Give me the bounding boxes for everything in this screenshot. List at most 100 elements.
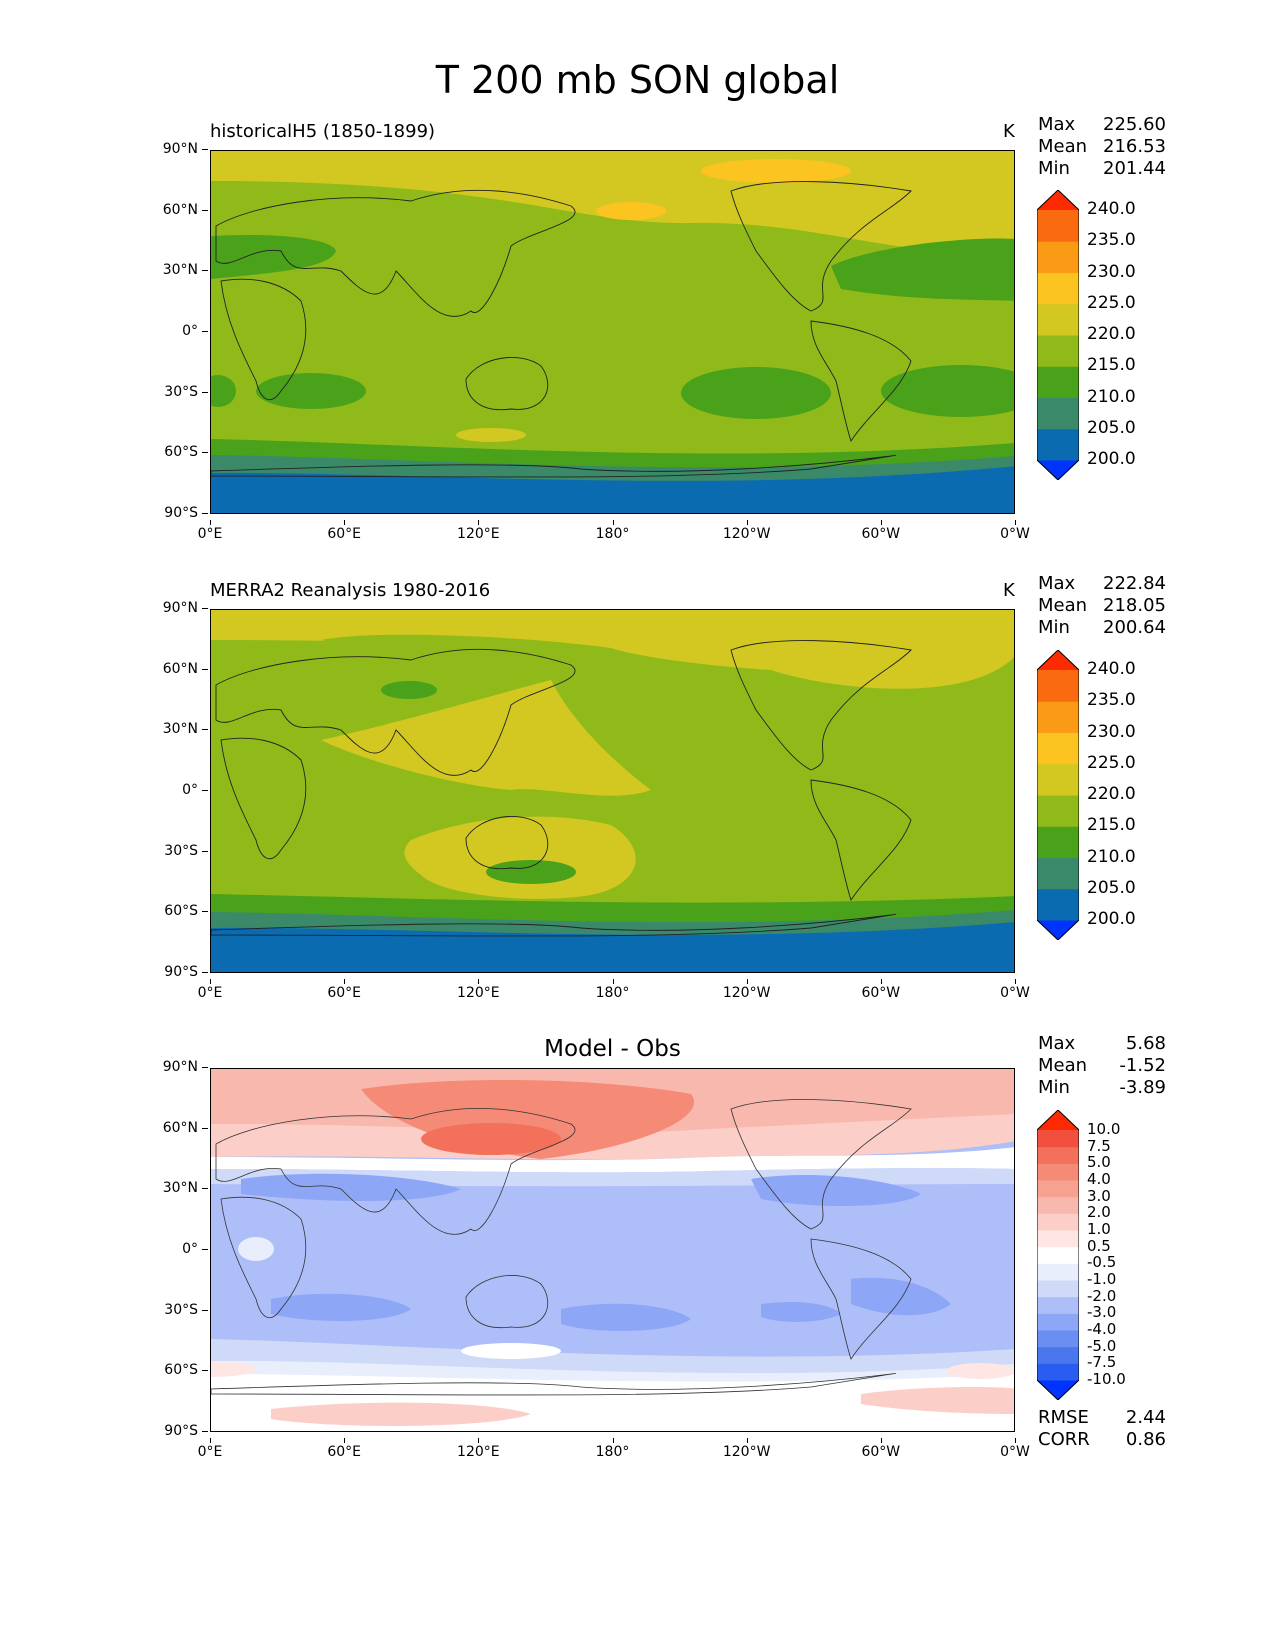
- colorbar-segment: [1037, 701, 1079, 733]
- stat-max-label: Max: [1038, 573, 1076, 594]
- colorbar-segment: [1037, 1313, 1079, 1331]
- lon-tick-label: 60°W: [846, 979, 916, 1001]
- lat-tick-label: 30°S: [138, 384, 208, 400]
- lat-tick-label: 90°N: [138, 600, 208, 616]
- colorbar-tick-label: 4.0: [1087, 1170, 1111, 1188]
- colorbar-tick-label: 5.0: [1087, 1153, 1111, 1172]
- colorbar-segment: [1037, 1163, 1079, 1181]
- lon-tick-label: 120°E: [443, 520, 513, 542]
- colorbar-tick-label: 7.5: [1087, 1136, 1111, 1155]
- lat-tick-label: 60°N: [138, 661, 208, 677]
- colorbar-segment: [1037, 210, 1079, 242]
- lon-tick-label: 0°W: [980, 520, 1050, 542]
- panel-2-title: MERRA2 Reanalysis 1980-2016: [210, 580, 491, 601]
- colorbar-2: [1037, 650, 1079, 940]
- colorbar-segment: [1037, 732, 1079, 765]
- colorbar-extend-high: [1037, 650, 1079, 670]
- colorbar-tick-label: 210.0: [1087, 846, 1136, 867]
- lon-tick-label: 180°: [578, 979, 648, 1001]
- lon-tick-label: 0°E: [175, 979, 245, 1001]
- colorbar-tick-label: 1.0: [1087, 1220, 1111, 1238]
- lon-tick-label: 0°W: [980, 1438, 1050, 1460]
- colorbar-tick-label: -7.5: [1087, 1353, 1117, 1372]
- colorbar-segment: [1037, 1363, 1079, 1381]
- stat-min-value: 200.64: [1103, 617, 1166, 638]
- stat-mean-label: Mean: [1038, 595, 1088, 616]
- colorbar-3: [1037, 1110, 1079, 1400]
- panel-3-metrics: RMSE 2.44 CORR 0.86: [1038, 1407, 1166, 1451]
- colorbar-tick-label: -5.0: [1087, 1336, 1117, 1355]
- lon-tick-label: 120°W: [712, 1438, 782, 1460]
- lon-tick-label: 60°E: [309, 1438, 379, 1460]
- stat-min-value: -3.89: [1119, 1077, 1166, 1098]
- colorbar-tick-label: 240.0: [1087, 659, 1136, 679]
- colorbar-tick-label: -1.0: [1087, 1270, 1117, 1288]
- colorbar-segment: [1037, 1130, 1079, 1148]
- lon-tick-label: 0°W: [980, 979, 1050, 1001]
- lon-tick-label: 0°E: [175, 1438, 245, 1460]
- colorbar-tick-label: -0.5: [1087, 1253, 1117, 1272]
- colorbar-segment: [1037, 1230, 1079, 1248]
- colorbar-segment: [1037, 1263, 1079, 1281]
- colorbar-tick-label: 215.0: [1087, 815, 1136, 836]
- colorbar-extend-low: [1037, 920, 1079, 940]
- panel-1-unit: K: [1003, 121, 1015, 142]
- figure-title: T 200 mb SON global: [435, 58, 840, 102]
- colorbar-segment: [1037, 826, 1079, 858]
- panel-2-unit: K: [1003, 580, 1015, 601]
- lon-tick-label: 60°E: [309, 520, 379, 542]
- colorbar-tick-label: 215.0: [1087, 355, 1136, 376]
- colorbar-segment: [1037, 335, 1079, 367]
- lat-tick-label: 0°: [138, 782, 208, 798]
- colorbar-segment: [1037, 397, 1079, 430]
- stat-max-value: 222.84: [1103, 573, 1166, 594]
- colorbar-segment: [1037, 303, 1079, 336]
- lat-tick-label: 60°N: [138, 1120, 208, 1136]
- lat-tick-label: 30°N: [138, 721, 208, 737]
- panel-1-title: historicalH5 (1850-1899): [210, 121, 436, 142]
- colorbar-segment: [1037, 888, 1079, 921]
- colorbar-segment: [1037, 1280, 1079, 1298]
- colorbar-tick-label: 235.0: [1087, 690, 1136, 711]
- lat-tick-label: 30°N: [138, 1180, 208, 1196]
- lon-tick-label: 180°: [578, 1438, 648, 1460]
- colorbar-tick-label: -3.0: [1087, 1303, 1117, 1322]
- colorbar-extend-high: [1037, 190, 1079, 210]
- lon-tick-label: 180°: [578, 520, 648, 542]
- colorbar-tick-label: 210.0: [1087, 386, 1136, 407]
- colorbar-tick-label: 200.0: [1087, 909, 1136, 929]
- lon-tick-label: 60°W: [846, 520, 916, 542]
- colorbar-segment: [1037, 795, 1079, 827]
- panel-2-stats: Max 222.84 Mean 218.05 Min 200.64: [1038, 573, 1166, 639]
- colorbar-tick-label: 3.0: [1087, 1186, 1111, 1205]
- colorbar-tick-label: -4.0: [1087, 1320, 1117, 1338]
- lat-tick-label: 90°S: [138, 505, 208, 521]
- lat-tick-label: 60°S: [138, 444, 208, 460]
- colorbar-tick-label: 0.5: [1087, 1236, 1111, 1255]
- panel-1-stats: Max 225.60 Mean 216.53 Min 201.44: [1038, 114, 1166, 180]
- lat-tick-label: 60°S: [138, 903, 208, 919]
- lon-tick-label: 120°W: [712, 979, 782, 1001]
- stat-min-label: Min: [1038, 158, 1070, 179]
- lat-tick-label: 90°N: [138, 141, 208, 157]
- stat-max-label: Max: [1038, 114, 1076, 135]
- rmse-label: RMSE: [1038, 1407, 1089, 1428]
- lat-tick-label: 90°S: [138, 1423, 208, 1439]
- colorbar-tick-label: 230.0: [1087, 261, 1136, 282]
- lat-tick-label: 0°: [138, 323, 208, 339]
- stat-min-label: Min: [1038, 1077, 1070, 1098]
- colorbar-segment: [1037, 1146, 1079, 1164]
- lat-tick-label: 0°: [138, 1241, 208, 1257]
- colorbar-segment: [1037, 1213, 1079, 1231]
- colorbar-segment: [1037, 241, 1079, 273]
- lat-tick-label: 60°N: [138, 202, 208, 218]
- stat-max-value: 225.60: [1103, 114, 1166, 135]
- colorbar-tick-label: 230.0: [1087, 721, 1136, 742]
- corr-label: CORR: [1038, 1429, 1090, 1450]
- lon-tick-label: 0°E: [175, 520, 245, 542]
- stat-mean-value: 218.05: [1103, 595, 1166, 616]
- colorbar-extend-low: [1037, 460, 1079, 480]
- lat-tick-label: 60°S: [138, 1362, 208, 1378]
- lat-tick-label: 30°N: [138, 262, 208, 278]
- stat-min-label: Min: [1038, 617, 1070, 638]
